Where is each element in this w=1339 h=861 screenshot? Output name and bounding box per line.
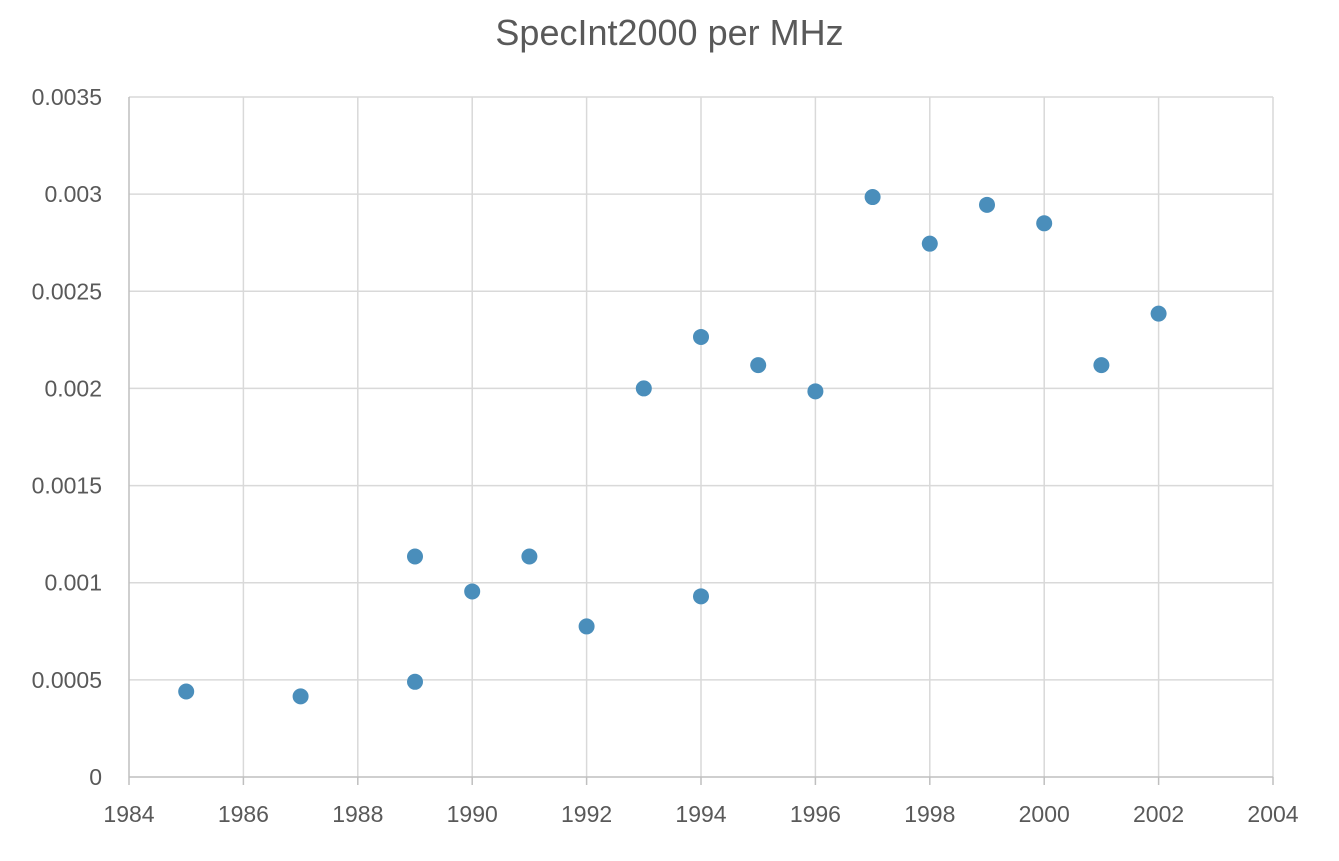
axes bbox=[128, 97, 1274, 785]
data-point bbox=[1036, 215, 1053, 232]
x-tick-label: 2004 bbox=[1247, 801, 1298, 827]
y-tick-label: 0.0005 bbox=[32, 667, 102, 693]
data-point bbox=[1150, 305, 1167, 322]
data-point bbox=[407, 548, 423, 565]
data-point bbox=[635, 380, 652, 397]
data-points bbox=[178, 189, 1167, 705]
data-point bbox=[693, 588, 709, 605]
x-tick-label: 1992 bbox=[561, 801, 612, 827]
data-point bbox=[178, 683, 195, 700]
y-tick-label: 0.0025 bbox=[32, 278, 102, 304]
x-tick-label: 2002 bbox=[1133, 801, 1184, 827]
x-tick-label: 1988 bbox=[332, 801, 383, 827]
x-tick-label: 1996 bbox=[790, 801, 841, 827]
tick-labels: 0 0.0005 0.001 0.0015 0.002 0.0025 0.003 0.0035… bbox=[32, 84, 1299, 827]
y-tick-label: 0.003 bbox=[44, 181, 102, 207]
y-tick-label: 0.001 bbox=[44, 570, 102, 596]
chart-title: SpecInt2000 per MHz bbox=[495, 12, 844, 53]
data-point bbox=[578, 618, 595, 635]
x-tick-label: 1990 bbox=[447, 801, 498, 827]
y-tick-label: 0.0035 bbox=[32, 84, 102, 110]
grid bbox=[129, 96, 1274, 777]
y-tick-label: 0.002 bbox=[44, 375, 102, 401]
x-tick-label: 1998 bbox=[904, 801, 955, 827]
x-tick-label: 1984 bbox=[103, 801, 154, 827]
y-tick-label: 0.0015 bbox=[32, 473, 102, 499]
data-point bbox=[807, 383, 824, 400]
data-point bbox=[921, 235, 938, 252]
data-point bbox=[407, 673, 423, 690]
data-point bbox=[1093, 357, 1110, 374]
data-point bbox=[693, 328, 709, 345]
data-point bbox=[521, 548, 538, 565]
x-tick-label: 2000 bbox=[1019, 801, 1070, 827]
x-tick-label: 1986 bbox=[218, 801, 269, 827]
data-point bbox=[864, 189, 881, 206]
data-point bbox=[292, 688, 309, 705]
data-point bbox=[979, 196, 995, 213]
y-tick-label: 0 bbox=[89, 764, 102, 790]
data-point bbox=[464, 583, 481, 600]
data-point bbox=[750, 357, 767, 374]
x-tick-label: 1994 bbox=[675, 801, 726, 827]
